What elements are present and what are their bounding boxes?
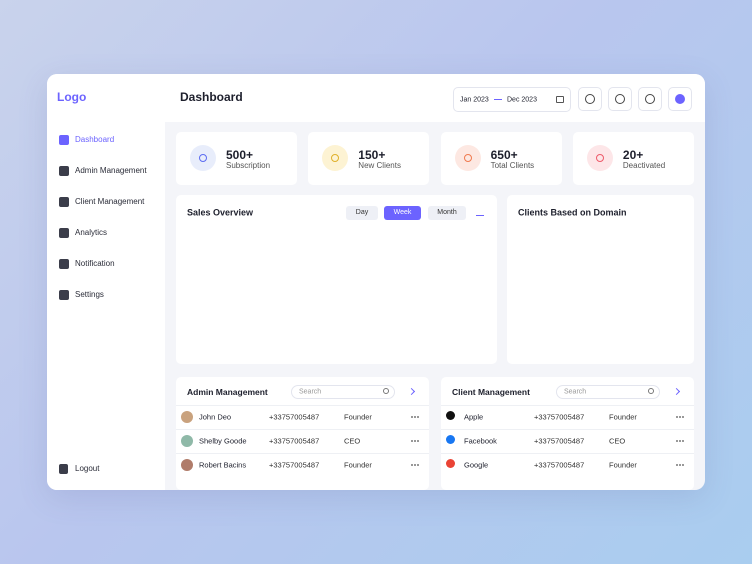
stat-value: 650+ — [490, 148, 518, 162]
arrow — [494, 99, 502, 101]
row-divider — [441, 429, 694, 430]
row-icon — [181, 435, 193, 447]
stat-value: 20+ — [622, 148, 644, 162]
menu-item[interactable]: Settings — [75, 290, 104, 299]
cell-name: Facebook — [464, 436, 497, 446]
table-panel — [176, 377, 429, 490]
stat-label: Subscription — [226, 161, 271, 170]
page-title: Dashboard — [180, 90, 243, 104]
menu-item[interactable]: Client Management — [75, 197, 145, 206]
row-menu[interactable] — [411, 416, 419, 418]
row-divider — [441, 453, 694, 454]
row-icon — [446, 411, 455, 420]
stat-icon-glyph — [199, 154, 207, 162]
icon — [585, 94, 595, 104]
cell-name: Robert Bacins — [199, 460, 247, 470]
cell-role: CEO — [609, 436, 626, 446]
download-icon[interactable] — [476, 208, 484, 216]
logo: Logo — [57, 90, 87, 104]
logout[interactable]: Logout — [75, 464, 100, 473]
icon — [675, 94, 685, 104]
menu-icon[interactable] — [59, 259, 69, 269]
menu-icon[interactable] — [59, 197, 69, 207]
row-divider — [176, 405, 429, 406]
row-divider — [176, 429, 429, 430]
cell-name: John Deo — [199, 412, 232, 422]
cell-role: Founder — [344, 460, 372, 470]
calendar-icon — [556, 96, 564, 103]
table-panel — [441, 377, 694, 490]
menu-icon[interactable] — [59, 228, 69, 238]
row-menu[interactable] — [676, 440, 684, 442]
table-title: Client Management — [452, 386, 530, 397]
menu-item[interactable]: Admin Management — [75, 166, 147, 175]
date-range[interactable] — [453, 87, 571, 112]
cell-role: Founder — [609, 460, 637, 470]
search-icon — [383, 388, 389, 394]
menu-icon[interactable] — [59, 166, 69, 176]
row-menu[interactable] — [411, 440, 419, 442]
menu-item[interactable]: Dashboard — [75, 135, 115, 144]
search-box[interactable] — [556, 385, 660, 399]
cell-phone: +33757005487 — [269, 412, 320, 422]
stat-label: New Clients — [358, 161, 401, 170]
search-icon — [648, 388, 654, 394]
icon — [645, 94, 655, 104]
menu-icon[interactable] — [59, 135, 69, 145]
chart-title: Sales Overview — [187, 207, 254, 218]
row-divider — [441, 405, 694, 406]
stat-icon-glyph — [331, 154, 340, 162]
stat-label: Deactivated — [622, 161, 666, 170]
table-title: Admin Management — [187, 386, 268, 397]
menu-item[interactable]: Notification — [75, 259, 115, 268]
stat-icon-glyph — [595, 154, 604, 162]
search-placeholder[interactable]: Search — [299, 388, 322, 396]
menu-item[interactable]: Analytics — [75, 228, 108, 237]
row-divider — [176, 453, 429, 454]
cell-role: Founder — [609, 412, 637, 422]
row-icon — [181, 459, 193, 471]
row-icon — [446, 435, 455, 444]
tab-button[interactable]: Week — [384, 206, 421, 220]
row-menu[interactable] — [411, 464, 419, 466]
cell-phone: +33757005487 — [534, 436, 585, 446]
tab-button[interactable]: Month — [428, 206, 466, 220]
logout-icon[interactable] — [59, 464, 68, 474]
cell-role: CEO — [344, 436, 361, 446]
stat-value: 500+ — [226, 148, 254, 162]
sales-panel — [176, 195, 497, 364]
chart-title: Clients Based on Domain — [518, 207, 627, 218]
search-box[interactable] — [291, 385, 395, 399]
tab-button[interactable]: Day — [346, 206, 378, 220]
cell-phone: +33757005487 — [534, 412, 585, 422]
search-placeholder[interactable]: Search — [564, 388, 587, 396]
cell-role: Founder — [344, 412, 372, 422]
domain-panel — [507, 195, 694, 364]
date-to: Dec 2023 — [507, 96, 537, 104]
cell-name: Google — [464, 460, 489, 470]
row-icon — [446, 459, 455, 468]
icon — [615, 94, 625, 104]
menu-icon[interactable] — [59, 290, 69, 300]
cell-name: Apple — [464, 412, 484, 422]
stat-value: 150+ — [358, 148, 386, 162]
row-menu[interactable] — [676, 464, 684, 466]
stat-label: Total Clients — [490, 161, 535, 170]
cell-phone: +33757005487 — [269, 436, 320, 446]
cell-phone: +33757005487 — [534, 460, 585, 470]
date-from: Jan 2023 — [460, 96, 489, 104]
stat-icon-glyph — [463, 154, 472, 162]
cell-name: Shelby Goode — [199, 436, 247, 446]
row-menu[interactable] — [676, 416, 684, 418]
cell-phone: +33757005487 — [269, 460, 320, 470]
row-icon — [181, 411, 193, 423]
